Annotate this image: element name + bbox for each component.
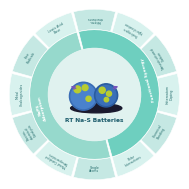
Wedge shape xyxy=(112,141,154,177)
Text: NaPS
Adsorption: NaPS Adsorption xyxy=(33,95,48,122)
Wedge shape xyxy=(79,30,159,157)
Circle shape xyxy=(74,86,81,93)
Text: RT Na-S Batteries: RT Na-S Batteries xyxy=(65,119,124,123)
Circle shape xyxy=(104,97,109,102)
Circle shape xyxy=(71,84,96,108)
Text: Free
Radicals: Free Radicals xyxy=(23,49,36,65)
Wedge shape xyxy=(74,157,115,180)
Circle shape xyxy=(82,85,88,91)
Wedge shape xyxy=(157,74,180,115)
Text: Heteroatom
Doping: Heteroatom Doping xyxy=(166,85,174,104)
Circle shape xyxy=(99,87,105,93)
Wedge shape xyxy=(141,112,177,154)
Text: Metal
Chalcogenides: Metal Chalcogenides xyxy=(15,83,23,106)
Circle shape xyxy=(106,91,112,96)
Wedge shape xyxy=(35,141,77,177)
Text: Nanostructured
Carbon: Nanostructured Carbon xyxy=(150,44,169,70)
Text: Chalcogen
Hybridization: Chalcogen Hybridization xyxy=(121,21,143,38)
Text: Electro-
chemical
Catalysis: Electro- chemical Catalysis xyxy=(21,123,38,141)
Circle shape xyxy=(69,82,97,110)
Wedge shape xyxy=(9,74,32,115)
Text: Lewis Acid
Base: Lewis Acid Base xyxy=(48,22,66,37)
Text: Chemical
Bonding: Chemical Bonding xyxy=(152,124,167,140)
Text: Metal Catalyst
Nanoparticles: Metal Catalyst Nanoparticles xyxy=(45,150,69,169)
Wedge shape xyxy=(112,12,154,48)
Text: Polar
Interactions: Polar Interactions xyxy=(122,151,142,168)
Wedge shape xyxy=(74,9,115,32)
Text: Single
Atoms: Single Atoms xyxy=(89,166,100,174)
Wedge shape xyxy=(141,35,177,77)
Text: Hetero-
structures: Hetero- structures xyxy=(86,15,103,23)
Circle shape xyxy=(96,85,116,105)
Wedge shape xyxy=(12,112,48,154)
Wedge shape xyxy=(12,35,48,77)
Text: Functional Synergy: Functional Synergy xyxy=(140,58,156,102)
Circle shape xyxy=(48,48,141,141)
Wedge shape xyxy=(35,12,77,48)
Circle shape xyxy=(94,84,118,107)
Wedge shape xyxy=(30,32,110,159)
Ellipse shape xyxy=(71,103,122,113)
Circle shape xyxy=(86,96,91,101)
